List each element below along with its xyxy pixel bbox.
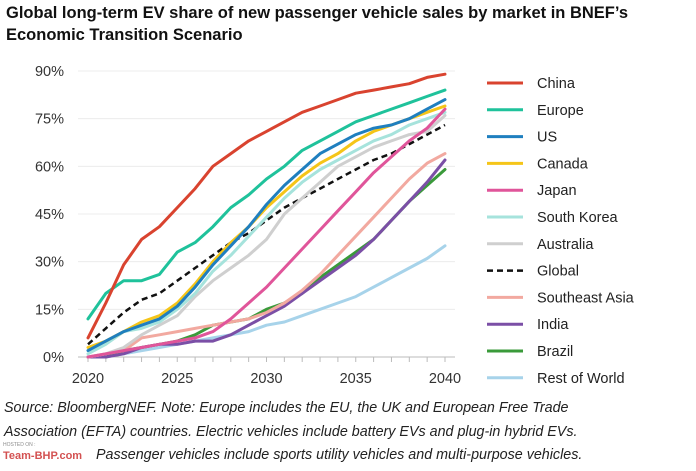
legend-label: India (537, 317, 569, 333)
series-line-global (87, 123, 446, 346)
y-tick-label: 45% (35, 207, 64, 223)
legend-label: Rest of World (537, 371, 625, 387)
footnote-line: Source: BloombergNEF. Note: Europe inclu… (4, 400, 569, 416)
legend-label: Canada (537, 156, 589, 172)
series-line-southeast-asia (86, 152, 447, 359)
y-tick-label: 60% (35, 159, 64, 175)
x-tick-label: 2040 (429, 371, 461, 387)
series-line-us (86, 98, 447, 353)
x-tick-label: 2035 (340, 371, 372, 387)
series-line-japan (86, 107, 447, 359)
watermark-logo: HOSTED ON : Team-BHP.com (3, 442, 89, 463)
series-line-europe (86, 88, 447, 321)
series-line-south-korea (86, 110, 447, 356)
x-tick-label: 2030 (250, 371, 282, 387)
footnote-line: Association (EFTA) countries. Electric v… (4, 423, 578, 440)
x-tick-label: 2025 (161, 371, 193, 387)
watermark-logo-text: Team-BHP.com (3, 450, 83, 462)
legend-label: Brazil (537, 344, 573, 360)
series-line-australia (86, 114, 447, 359)
y-tick-label: 90% (35, 64, 64, 80)
legend-label: Global (537, 264, 579, 280)
series-line-rest-of-world (86, 244, 447, 359)
legend-label: Australia (537, 237, 594, 253)
legend-label: Southeast Asia (537, 290, 635, 306)
footnote: Source: BloombergNEF. Note: Europe inclu… (4, 397, 694, 468)
legend-label: Europe (537, 103, 584, 119)
series-line-china (86, 72, 447, 340)
y-tick-label: 0% (43, 350, 64, 366)
y-tick-label: 30% (35, 255, 64, 271)
x-tick-label: 2020 (72, 371, 104, 387)
legend-label: South Korea (537, 210, 619, 226)
legend-label: US (537, 130, 557, 146)
y-tick-label: 75% (35, 112, 64, 128)
y-tick-label: 15% (35, 302, 64, 318)
chart-title: Global long-term EV share of new passeng… (6, 4, 629, 44)
legend-label: China (537, 76, 576, 92)
watermark-hosted-text: HOSTED ON : (3, 442, 36, 448)
legend-label: Japan (537, 183, 577, 199)
footnote-line: Passenger vehicles include sports utilit… (96, 447, 583, 463)
